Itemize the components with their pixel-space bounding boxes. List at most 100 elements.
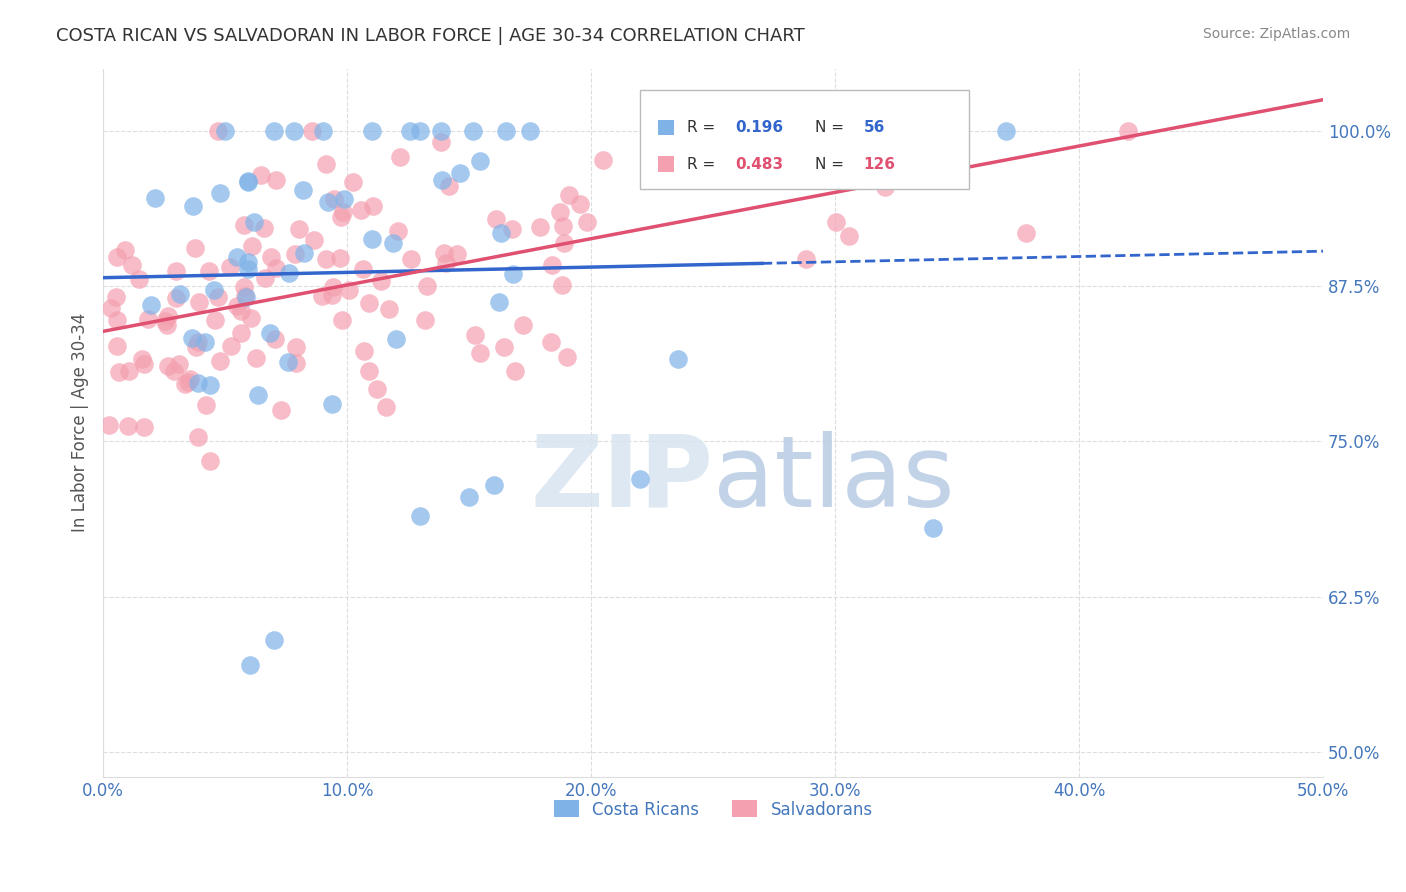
Salvadorans: [1014, 226, 1036, 240]
Salvadorans: [468, 346, 491, 360]
Salvadorans: [352, 261, 374, 276]
Salvadorans: [284, 356, 307, 370]
Salvadorans: [207, 124, 229, 138]
Salvadorans: [301, 123, 323, 137]
Salvadorans: [825, 215, 848, 229]
Salvadorans: [838, 229, 860, 244]
Salvadorans: [399, 252, 422, 267]
Costa Ricans: [519, 123, 541, 137]
Text: 0.196: 0.196: [735, 120, 783, 135]
Costa Ricans: [994, 123, 1017, 137]
Costa Ricans: [202, 283, 225, 297]
Costa Ricans: [430, 173, 453, 187]
Costa Ricans: [488, 294, 510, 309]
Costa Ricans: [502, 267, 524, 281]
Salvadorans: [332, 313, 354, 327]
Costa Ricans: [263, 633, 285, 648]
Costa Ricans: [482, 478, 505, 492]
Salvadorans: [778, 171, 800, 186]
Salvadorans: [359, 364, 381, 378]
Costa Ricans: [468, 153, 491, 168]
Salvadorans: [233, 218, 256, 232]
Costa Ricans: [194, 334, 217, 349]
Costa Ricans: [399, 123, 422, 137]
Salvadorans: [163, 364, 186, 378]
Salvadorans: [208, 354, 231, 368]
Salvadorans: [285, 340, 308, 354]
Salvadorans: [568, 196, 591, 211]
Salvadorans: [875, 179, 897, 194]
Salvadorans: [136, 311, 159, 326]
Salvadorans: [558, 188, 581, 202]
Costa Ricans: [214, 123, 236, 137]
Salvadorans: [329, 252, 352, 266]
Salvadorans: [207, 290, 229, 304]
Salvadorans: [264, 173, 287, 187]
Salvadorans: [485, 212, 508, 227]
Salvadorans: [166, 263, 188, 277]
Salvadorans: [529, 220, 551, 235]
Costa Ricans: [458, 490, 481, 504]
Costa Ricans: [292, 184, 315, 198]
Costa Ricans: [236, 255, 259, 269]
Costa Ricans: [921, 521, 943, 535]
Salvadorans: [342, 175, 364, 189]
Costa Ricans: [143, 191, 166, 205]
Costa Ricans: [461, 123, 484, 137]
Costa Ricans: [169, 286, 191, 301]
Salvadorans: [350, 202, 373, 217]
Salvadorans: [105, 313, 128, 327]
Salvadorans: [169, 358, 191, 372]
Salvadorans: [233, 289, 256, 303]
Costa Ricans: [382, 236, 405, 251]
Salvadorans: [187, 430, 209, 444]
Text: atlas: atlas: [713, 431, 955, 528]
Salvadorans: [165, 291, 187, 305]
Text: R =: R =: [686, 157, 720, 171]
Salvadorans: [415, 313, 437, 327]
Costa Ricans: [226, 250, 249, 264]
Salvadorans: [219, 339, 242, 353]
Text: 56: 56: [863, 120, 884, 135]
Salvadorans: [676, 160, 699, 174]
Costa Ricans: [200, 377, 222, 392]
Costa Ricans: [283, 123, 305, 137]
Salvadorans: [366, 382, 388, 396]
Salvadorans: [284, 247, 307, 261]
Costa Ricans: [139, 298, 162, 312]
Costa Ricans: [332, 192, 354, 206]
Salvadorans: [540, 335, 562, 350]
Salvadorans: [375, 401, 398, 415]
Salvadorans: [494, 340, 516, 354]
Costa Ricans: [209, 186, 232, 200]
Salvadorans: [131, 351, 153, 366]
Costa Ricans: [181, 331, 204, 345]
Salvadorans: [100, 301, 122, 315]
Salvadorans: [541, 258, 564, 272]
Salvadorans: [253, 270, 276, 285]
Salvadorans: [121, 258, 143, 272]
Salvadorans: [233, 280, 256, 294]
Salvadorans: [204, 312, 226, 326]
Costa Ricans: [236, 174, 259, 188]
Salvadorans: [231, 326, 253, 340]
Salvadorans: [105, 339, 128, 353]
Costa Ricans: [238, 658, 260, 673]
Salvadorans: [505, 364, 527, 378]
Salvadorans: [433, 246, 456, 260]
Bar: [640, 90, 969, 189]
Salvadorans: [315, 157, 337, 171]
Salvadorans: [322, 192, 344, 206]
Salvadorans: [156, 359, 179, 373]
Salvadorans: [330, 210, 353, 224]
Costa Ricans: [316, 195, 339, 210]
Costa Ricans: [666, 352, 689, 367]
Salvadorans: [187, 295, 209, 310]
Salvadorans: [107, 250, 129, 264]
Salvadorans: [260, 251, 283, 265]
Salvadorans: [173, 377, 195, 392]
Salvadorans: [555, 350, 578, 364]
Costa Ricans: [409, 508, 432, 523]
Y-axis label: In Labor Force | Age 30-34: In Labor Force | Age 30-34: [72, 313, 89, 533]
Costa Ricans: [409, 123, 432, 137]
